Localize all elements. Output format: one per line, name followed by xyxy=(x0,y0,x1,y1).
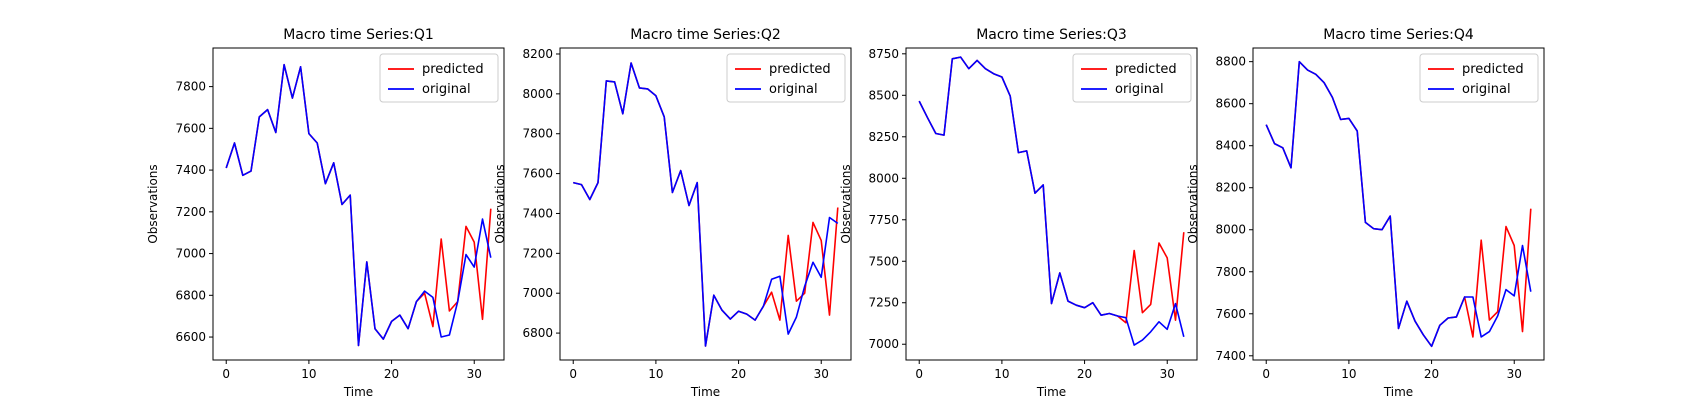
y-axis-label: Observations xyxy=(493,164,507,243)
x-tick-label: 0 xyxy=(222,367,230,381)
y-axis-label: Observations xyxy=(1186,164,1200,243)
x-axis-label: Time xyxy=(1036,385,1066,399)
y-tick-label: 7800 xyxy=(175,80,206,94)
x-axis-label: Time xyxy=(343,385,373,399)
y-tick-label: 7000 xyxy=(522,286,553,300)
plot-frame xyxy=(1252,47,1545,361)
y-tick-label: 8000 xyxy=(868,171,899,185)
legend-box xyxy=(726,53,846,103)
legend: predicted original xyxy=(379,53,499,103)
chart-panel-4: 0 10 20 30 7400 7600 7800 8000 8200 8400 8600 8800 M… xyxy=(1186,27,1545,399)
y-tick-label: 7800 xyxy=(1215,265,1246,279)
plot-frame xyxy=(905,47,1198,361)
plot-frame xyxy=(559,47,852,361)
y-tick-label: 8800 xyxy=(1215,55,1246,69)
y-tick-label: 8000 xyxy=(522,87,553,101)
y-axis-label: Observations xyxy=(839,164,853,243)
chart-title: Macro time Series:Q3 xyxy=(976,27,1127,43)
y-tick-label: 6600 xyxy=(175,330,206,344)
x-tick-label: 0 xyxy=(1262,367,1270,381)
y-tick-label: 7200 xyxy=(175,205,206,219)
legend: predicted original xyxy=(726,53,846,103)
y-tick-label: 6800 xyxy=(175,288,206,302)
x-tick-label: 20 xyxy=(1077,367,1092,381)
y-tick-label: 7400 xyxy=(175,163,206,177)
y-tick-label: 7800 xyxy=(522,127,553,141)
y-tick-label: 8000 xyxy=(1215,223,1246,237)
series-line-original xyxy=(573,62,839,347)
series-line-predicted xyxy=(573,62,839,347)
y-tick-label: 7400 xyxy=(522,206,553,220)
chart-panel-1: 0 10 20 30 6600 6800 7000 7200 7400 7600 7800 Macro… xyxy=(146,27,505,399)
y-tick-label: 7500 xyxy=(868,254,899,268)
chart-title: Macro time Series:Q4 xyxy=(1323,27,1474,43)
legend-label-predicted: predicted xyxy=(769,62,831,77)
y-tick-label: 8750 xyxy=(868,47,899,61)
y-tick-label: 7750 xyxy=(868,213,899,227)
x-tick-label: 30 xyxy=(467,367,482,381)
x-tick-label: 30 xyxy=(1507,367,1522,381)
series-line-original xyxy=(918,56,1185,346)
x-tick-label: 10 xyxy=(994,367,1009,381)
y-tick-label: 7600 xyxy=(1215,307,1246,321)
x-tick-label: 10 xyxy=(648,367,663,381)
legend-label-predicted: predicted xyxy=(1115,62,1177,77)
x-tick-label: 0 xyxy=(569,367,577,381)
legend-label-predicted: predicted xyxy=(422,62,484,77)
series-line-predicted xyxy=(225,63,492,347)
chart-panel-2: 0 10 20 30 6800 7000 7200 7400 7600 7800 8000 8200 M… xyxy=(493,27,852,399)
y-axis-label: Observations xyxy=(146,164,160,243)
series-line-original xyxy=(225,63,492,347)
x-axis-label: Time xyxy=(690,385,720,399)
legend-label-original: original xyxy=(769,82,818,97)
x-tick-label: 20 xyxy=(731,367,746,381)
series-line-predicted xyxy=(1265,60,1532,348)
y-tick-label: 7250 xyxy=(868,296,899,310)
y-tick-label: 7400 xyxy=(1215,349,1246,363)
y-tick-label: 8200 xyxy=(1215,181,1246,195)
y-tick-label: 7600 xyxy=(522,167,553,181)
x-tick-label: 20 xyxy=(384,367,399,381)
y-tick-label: 7000 xyxy=(175,247,206,261)
x-tick-label: 0 xyxy=(915,367,923,381)
chart-title: Macro time Series:Q2 xyxy=(630,27,781,43)
legend-box xyxy=(1072,53,1192,103)
legend-box xyxy=(379,53,499,103)
y-tick-label: 8500 xyxy=(868,88,899,102)
series-line-original xyxy=(1265,60,1532,348)
x-tick-label: 20 xyxy=(1424,367,1439,381)
x-tick-label: 30 xyxy=(814,367,829,381)
y-tick-label: 7000 xyxy=(868,337,899,351)
legend-label-original: original xyxy=(1462,82,1511,97)
plot-frame xyxy=(212,47,505,361)
y-tick-label: 7600 xyxy=(175,121,206,135)
y-tick-label: 6800 xyxy=(522,326,553,340)
legend-label-predicted: predicted xyxy=(1462,62,1524,77)
legend-box xyxy=(1419,53,1539,103)
chart-panel-3: 0 10 20 30 7000 7250 7500 7750 8000 8250 8500 8750 M… xyxy=(839,27,1198,399)
y-tick-label: 8600 xyxy=(1215,97,1246,111)
chart-title: Macro time Series:Q1 xyxy=(283,27,434,43)
y-tick-label: 8250 xyxy=(868,130,899,144)
legend-label-original: original xyxy=(1115,82,1164,97)
y-tick-label: 8200 xyxy=(522,47,553,61)
legend: predicted original xyxy=(1419,53,1539,103)
y-tick-label: 8400 xyxy=(1215,139,1246,153)
legend: predicted original xyxy=(1072,53,1192,103)
x-tick-label: 30 xyxy=(1160,367,1175,381)
x-axis-label: Time xyxy=(1383,385,1413,399)
x-tick-label: 10 xyxy=(1341,367,1356,381)
x-tick-label: 10 xyxy=(301,367,316,381)
y-tick-label: 7200 xyxy=(522,246,553,260)
legend-label-original: original xyxy=(422,82,471,97)
